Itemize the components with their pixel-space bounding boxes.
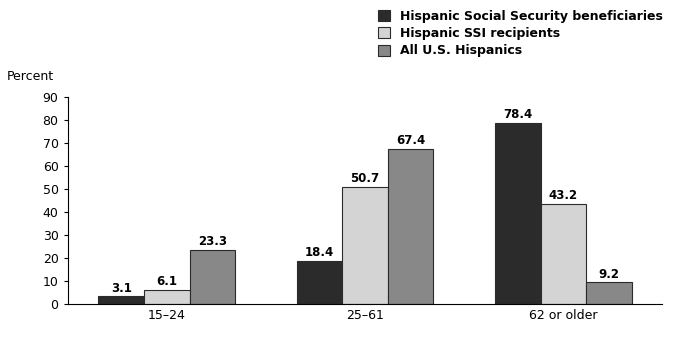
Bar <box>98 296 144 304</box>
Text: 78.4: 78.4 <box>503 108 533 121</box>
Text: 9.2: 9.2 <box>598 268 619 280</box>
Text: 3.1: 3.1 <box>111 282 132 295</box>
Bar <box>541 204 586 304</box>
Text: 50.7: 50.7 <box>350 172 380 185</box>
Text: 67.4: 67.4 <box>396 134 425 147</box>
Bar <box>495 123 541 304</box>
Text: 6.1: 6.1 <box>156 275 177 288</box>
Text: 18.4: 18.4 <box>305 246 334 259</box>
Bar <box>189 250 235 304</box>
Text: Percent: Percent <box>7 70 54 83</box>
Text: 43.2: 43.2 <box>549 189 578 203</box>
Text: 23.3: 23.3 <box>198 235 227 248</box>
Bar <box>586 283 632 304</box>
Bar <box>342 187 388 304</box>
Bar <box>297 261 342 304</box>
Bar <box>144 289 189 304</box>
Bar <box>388 149 433 304</box>
Legend: Hispanic Social Security beneficiaries, Hispanic SSI recipients, All U.S. Hispan: Hispanic Social Security beneficiaries, … <box>378 10 663 58</box>
